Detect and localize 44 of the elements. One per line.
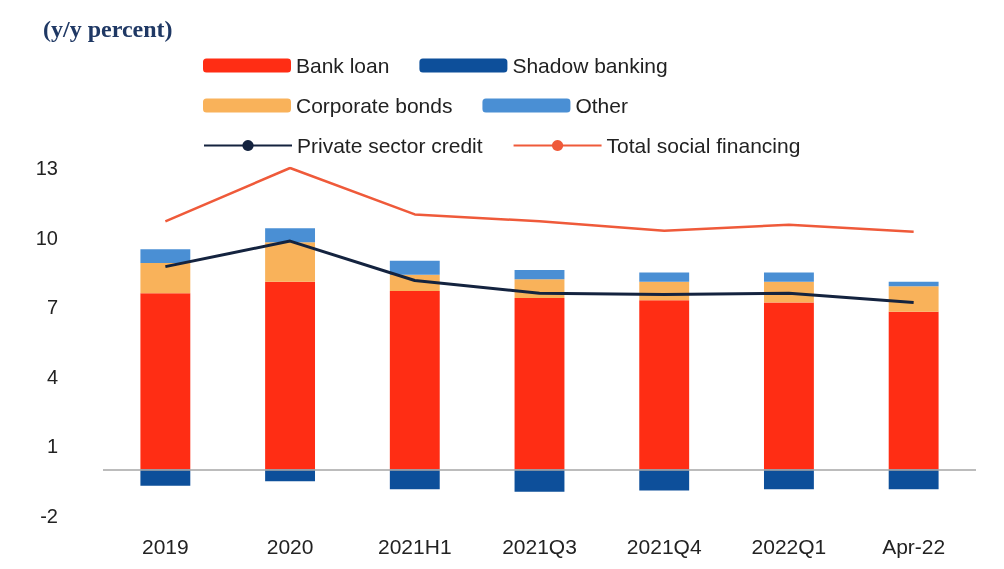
bar xyxy=(639,272,690,282)
bar xyxy=(140,249,191,264)
bar xyxy=(639,300,690,470)
y-tick-label: 4 xyxy=(46,365,58,388)
bar xyxy=(888,311,939,470)
y-tick-label: 10 xyxy=(35,226,58,249)
x-tick-label: 2021Q4 xyxy=(626,535,702,558)
line-series xyxy=(164,166,915,234)
bar xyxy=(265,242,316,282)
bar xyxy=(888,286,939,312)
y-tick-label: -2 xyxy=(40,505,58,527)
y-tick-label: 13 xyxy=(35,157,58,179)
bar xyxy=(265,281,316,470)
y-tick-label: 1 xyxy=(46,435,58,458)
x-tick-label: 2020 xyxy=(266,535,314,558)
legend-label: Other xyxy=(575,94,628,117)
x-tick-label: 2022Q1 xyxy=(751,535,827,558)
bar xyxy=(389,469,440,490)
bar xyxy=(514,469,565,492)
x-tick-label: Apr-22 xyxy=(882,535,946,558)
legend-label: Total social financing xyxy=(606,134,801,157)
bar xyxy=(514,297,565,470)
y-tick-label: 7 xyxy=(46,296,58,319)
bar xyxy=(763,272,814,282)
x-tick-label: 2019 xyxy=(142,535,189,558)
bar xyxy=(140,293,191,470)
bar xyxy=(389,290,440,470)
bar xyxy=(514,270,565,280)
legend-label: Corporate bonds xyxy=(296,94,453,117)
bar xyxy=(888,469,939,490)
legend-label: Shadow banking xyxy=(512,54,668,77)
bar xyxy=(140,263,191,294)
bar xyxy=(265,228,316,243)
x-tick-label: 2021H1 xyxy=(378,535,452,558)
bar xyxy=(639,469,690,491)
bar xyxy=(389,260,440,275)
chart-title: (y/y percent) xyxy=(43,16,173,42)
legend-label: Private sector credit xyxy=(297,134,483,157)
bar xyxy=(140,469,191,486)
x-tick-label: 2021Q3 xyxy=(502,535,577,558)
bar xyxy=(763,469,814,490)
bar xyxy=(763,302,814,470)
line-series xyxy=(163,239,916,305)
legend-label: Bank loan xyxy=(296,54,390,77)
